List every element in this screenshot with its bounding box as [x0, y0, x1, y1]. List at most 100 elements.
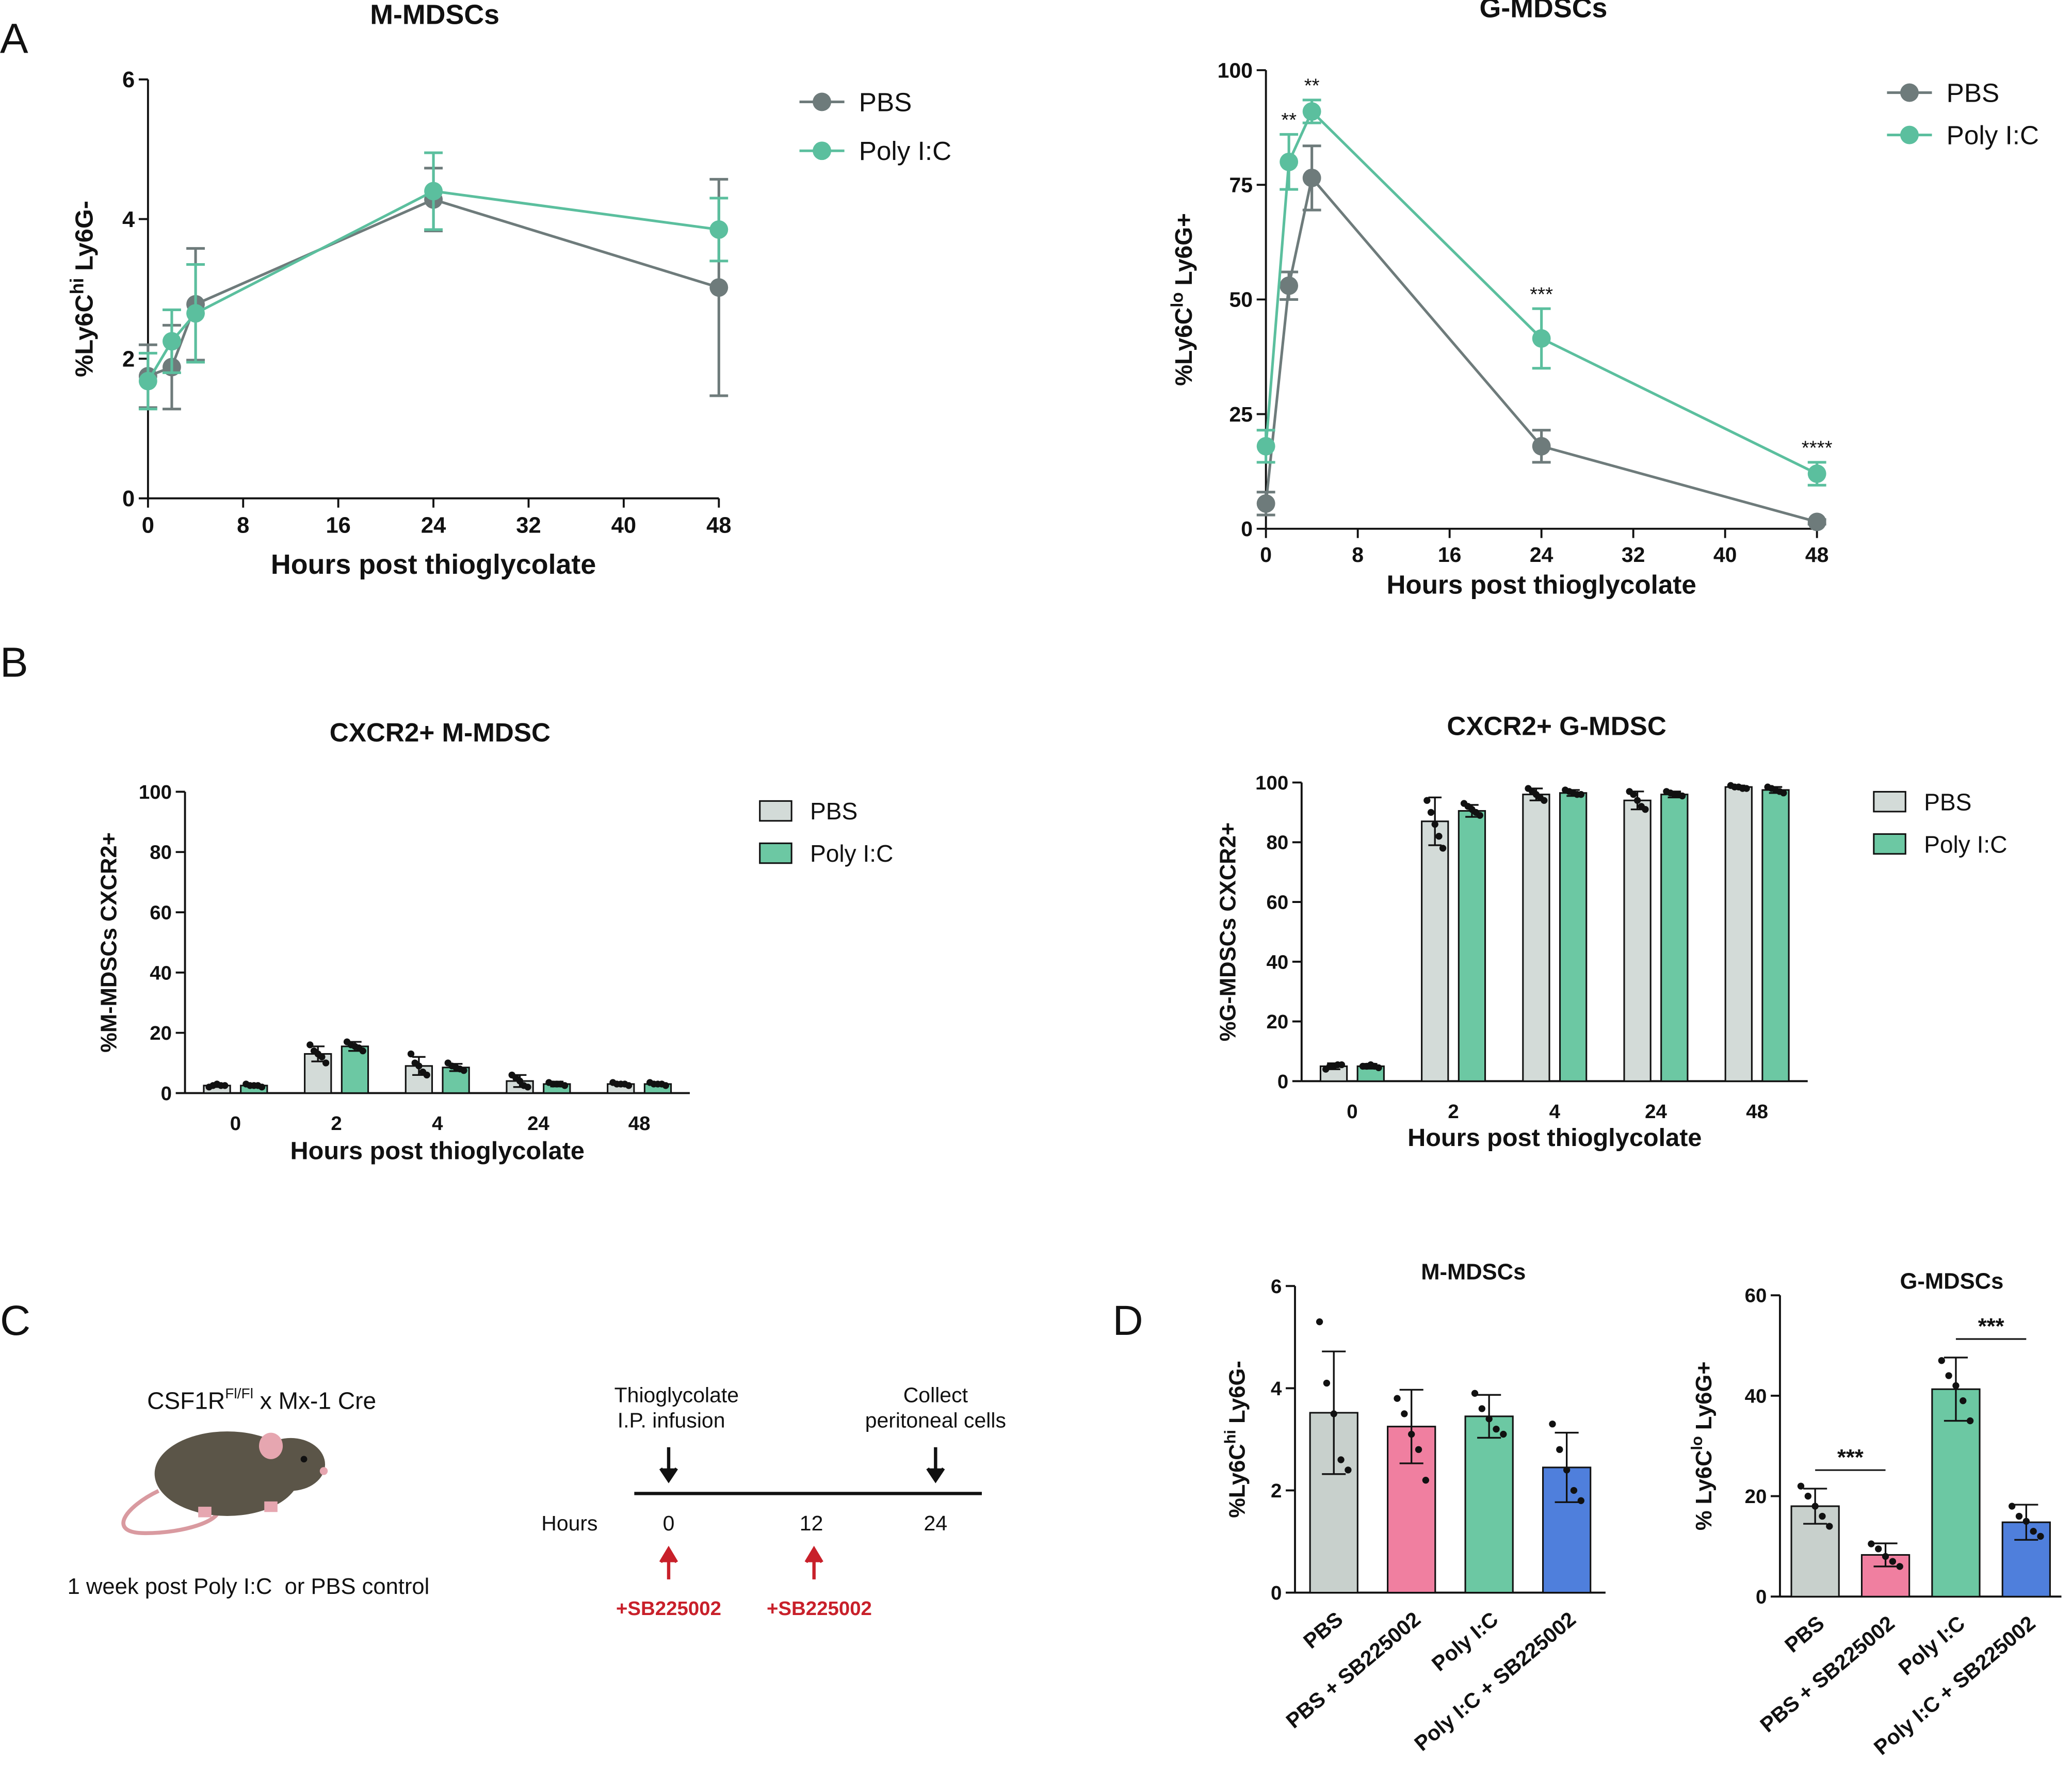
data-point [1807, 512, 1826, 531]
data-dot [1679, 792, 1686, 800]
y-tick-label: 40 [1745, 1385, 1767, 1407]
y-axis-label-part: %Ly6C [1170, 308, 1197, 386]
y-tick-label: 60 [1745, 1285, 1767, 1307]
data-dot [1960, 1397, 1967, 1405]
x-tick-label: 4 [1549, 1101, 1561, 1123]
data-dot [1563, 1466, 1571, 1474]
y-tick-label: 100 [139, 781, 172, 803]
x-tick-label: 48 [1805, 543, 1829, 567]
data-dot [1938, 1357, 1945, 1364]
y-axis-label-part: %Ly6C [1225, 1444, 1250, 1518]
data-dot [1408, 1430, 1415, 1438]
legend-marker [813, 141, 832, 160]
y-tick-label: 75 [1229, 173, 1253, 197]
data-dot [1423, 797, 1431, 804]
data-point [709, 278, 729, 297]
x-tick-label: Poly I:C [1427, 1607, 1502, 1676]
y-tick-label: 80 [1266, 832, 1288, 854]
chart-title: CXCR2+ M-MDSC [330, 718, 551, 747]
y-axis-label: %M-MDSCs CXCR2+ [96, 832, 121, 1053]
data-dot [1435, 833, 1443, 840]
data-dot [1415, 1446, 1422, 1453]
y-tick-label: 0 [122, 487, 135, 511]
y-axis-label: % Ly6Clo Ly6G+ [1688, 1361, 1717, 1530]
data-point [186, 304, 205, 323]
data-dot [359, 1047, 366, 1055]
legend-label: PBS [859, 87, 912, 117]
significance: *** [1837, 1445, 1864, 1470]
data-point [1807, 464, 1826, 483]
strain-text: x Mx-1 Cre [253, 1387, 376, 1414]
data-point [1280, 152, 1299, 171]
data-dot [1500, 1430, 1507, 1438]
bar [1623, 799, 1652, 1082]
data-dot [1439, 845, 1447, 852]
y-tick-label: 6 [122, 68, 135, 92]
y-tick-label: 2 [122, 347, 135, 372]
data-dot [625, 1082, 633, 1089]
y-axis-label: %Ly6Clo Ly6G+ [1168, 213, 1197, 386]
y-axis-label-part: hi [1221, 1430, 1239, 1444]
data-dot [1966, 1417, 1974, 1425]
legend-label: Poly I:C [859, 136, 951, 166]
data-dot [221, 1082, 229, 1089]
bar [1559, 792, 1588, 1082]
bar [1724, 786, 1753, 1082]
data-dot [1952, 1382, 1960, 1390]
data-point [138, 372, 157, 391]
treatment-label: +SB225002 [767, 1598, 872, 1620]
y-axis-label: %G-MDSCs CXCR2+ [1216, 822, 1241, 1042]
x-tick-label: 0 [142, 513, 154, 538]
timeline [634, 1447, 982, 1495]
x-tick-label: 4 [432, 1112, 443, 1135]
x-tick-label: 24 [527, 1112, 549, 1135]
x-axis-label: Hours post thioglycolate [271, 549, 596, 580]
x-tick-label: PBS + SB225002 [1282, 1607, 1425, 1733]
chart-title: M-MDSCs [370, 0, 499, 30]
event-label: peritoneal cells [865, 1408, 1006, 1432]
significance: *** [1530, 283, 1553, 305]
data-dot [1337, 1456, 1345, 1463]
y-tick-label: 0 [161, 1083, 172, 1105]
panel-label: A [0, 15, 28, 62]
x-tick-label: 40 [611, 513, 636, 538]
panel-label: D [1113, 1297, 1143, 1344]
significance: ** [1304, 74, 1320, 96]
mouse-icon [121, 1431, 328, 1536]
event-label: Thioglycolate [614, 1383, 739, 1407]
data-point [1532, 437, 1551, 456]
data-dot [1826, 1523, 1833, 1530]
y-tick-label: 0 [1756, 1586, 1767, 1608]
data-dot [1323, 1379, 1331, 1387]
strain-text: CSF1R [147, 1387, 225, 1414]
bar [1522, 794, 1550, 1082]
legend-swatch [759, 842, 792, 864]
y-tick-label: 60 [1266, 891, 1288, 913]
y-tick-label: 20 [150, 1022, 172, 1044]
chart-title: CXCR2+ G-MDSC [1447, 711, 1666, 740]
legend-marker [1900, 83, 1919, 102]
significance: ** [1281, 109, 1297, 131]
data-point [1256, 494, 1275, 513]
y-tick-label: 0 [1241, 517, 1253, 541]
y-axis-label-part: %Ly6C [70, 294, 98, 377]
data-dot [1394, 1395, 1401, 1402]
data-dot [1804, 1492, 1811, 1500]
data-dot [306, 1041, 314, 1048]
timeline-hour: 24 [924, 1511, 948, 1535]
x-tick-label: 0 [1260, 543, 1272, 567]
data-dot [407, 1050, 415, 1058]
x-axis-label: Hours post thioglycolate [290, 1137, 585, 1165]
treatment-label: +SB225002 [616, 1598, 721, 1620]
data-dot [1819, 1512, 1826, 1520]
chart-title: G-MDSCs [1480, 0, 1608, 24]
data-dot [1570, 1487, 1578, 1494]
legend-swatch [1873, 790, 1906, 813]
x-tick-label: 16 [326, 513, 350, 538]
data-point [1302, 168, 1321, 187]
data-dot [1556, 1446, 1563, 1453]
y-axis-label-part: Ly6G+ [1692, 1361, 1717, 1436]
timeline-hour: 0 [663, 1511, 675, 1535]
y-tick-label: 4 [122, 207, 135, 232]
